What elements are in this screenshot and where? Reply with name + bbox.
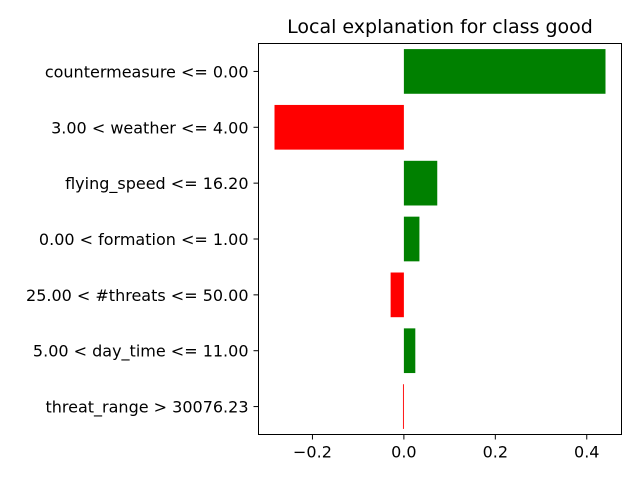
x-tick-label-2: 0.2 xyxy=(483,443,508,462)
bars-layer xyxy=(274,49,606,429)
category-label-2: flying_speed <= 16.20 xyxy=(65,174,248,194)
category-label-5: 5.00 < day_time <= 11.00 xyxy=(33,342,249,362)
category-labels: countermeasure <= 0.00 3.00 < weather <= … xyxy=(26,62,259,418)
bar-3 xyxy=(403,216,420,262)
category-label-1: 3.00 < weather <= 4.00 xyxy=(51,118,248,137)
category-label-0: countermeasure <= 0.00 xyxy=(45,62,249,81)
bar-4 xyxy=(390,272,404,318)
category-label-6: threat_range > 30076.23 xyxy=(45,398,248,418)
x-axis-ticks: −0.2 0.0 0.2 0.4 xyxy=(293,434,599,462)
bar-0 xyxy=(403,49,606,94)
chart-title: Local explanation for class good xyxy=(287,16,593,38)
x-tick-label-3: 0.4 xyxy=(574,443,599,462)
bar-1 xyxy=(274,104,404,150)
plot-frame xyxy=(258,43,622,435)
bar-2 xyxy=(403,160,438,206)
bar-6 xyxy=(402,384,404,429)
category-label-4: 25.00 < #threats <= 50.00 xyxy=(26,286,248,305)
category-label-3: 0.00 < formation <= 1.00 xyxy=(39,230,249,249)
x-tick-label-0: −0.2 xyxy=(293,443,332,462)
bar-5 xyxy=(403,328,416,374)
x-tick-label-1: 0.0 xyxy=(391,443,416,462)
